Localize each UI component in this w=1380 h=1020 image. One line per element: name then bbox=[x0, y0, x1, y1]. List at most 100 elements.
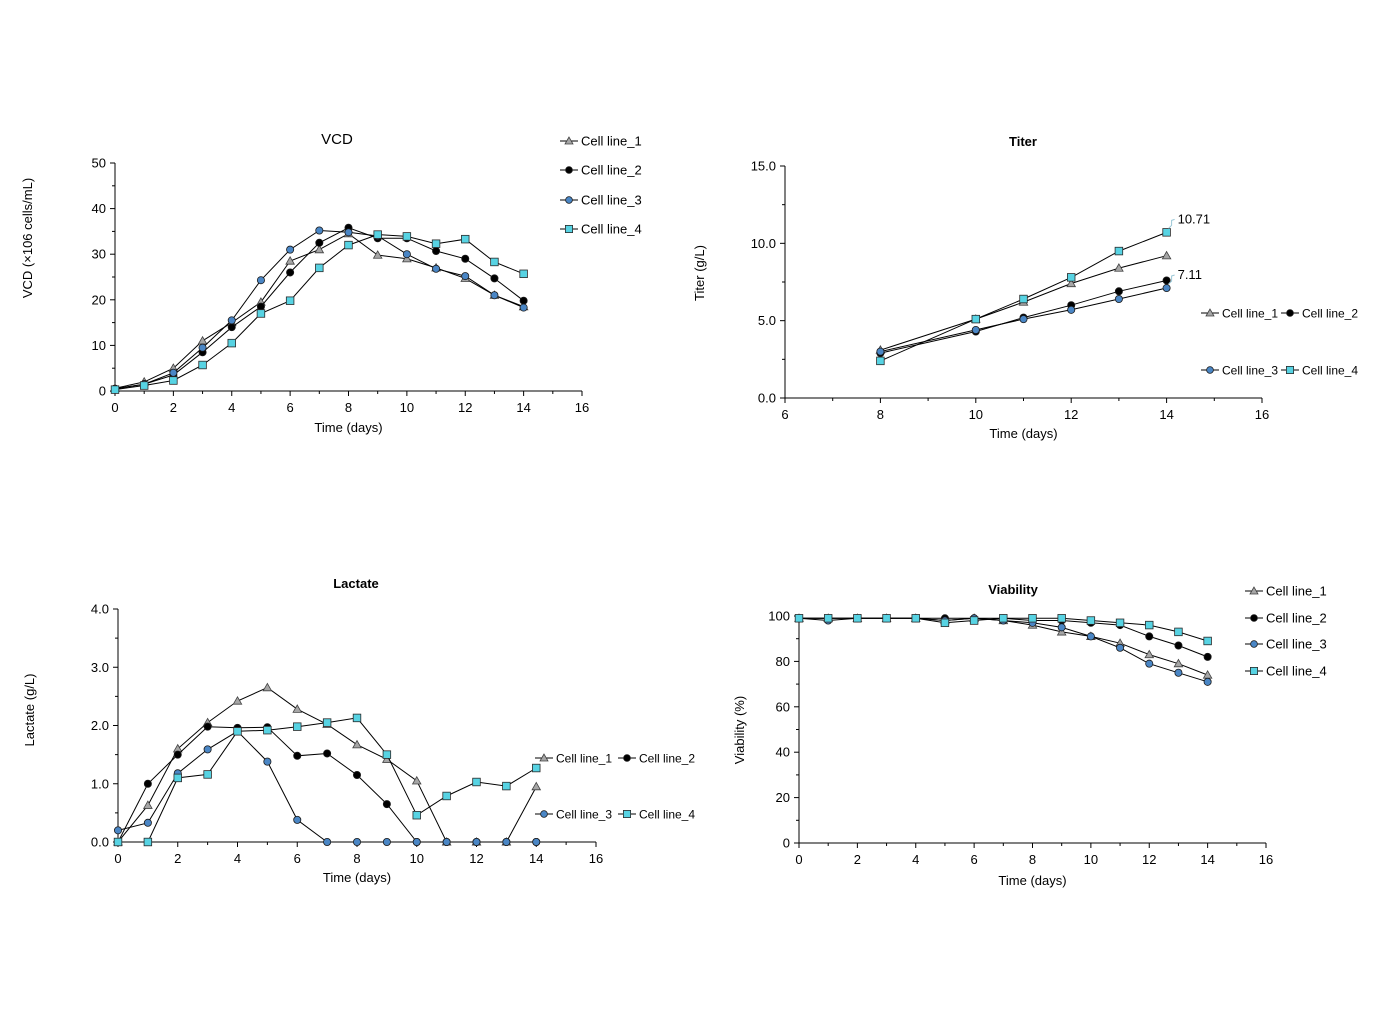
lactate-data-point bbox=[323, 749, 332, 758]
vcd-data-point bbox=[432, 264, 441, 273]
lactate-legend-item: Cell line_4 bbox=[618, 808, 695, 822]
titer-legend-marker bbox=[1206, 366, 1214, 374]
vcd-data-point bbox=[227, 338, 236, 348]
lactate-legend-marker bbox=[539, 753, 549, 762]
viability-data-point bbox=[1086, 616, 1096, 625]
titer-chart: Titer 0.0 5.0 10.0 15.0 6 8 10 12 14 16 Time (days)… bbox=[692, 134, 1358, 441]
titer-data-point bbox=[1114, 263, 1124, 272]
lactate-data-point bbox=[113, 837, 123, 847]
lactate-chart: Lactate 0.0 1.0 2.0 3.0 4.0 0 2 4 6 8 10 12 14 16 Time … bbox=[22, 576, 695, 885]
titer-legend-label: Cell line_4 bbox=[1302, 364, 1358, 378]
lactate-data-point bbox=[203, 722, 212, 731]
lactate-data-point bbox=[293, 815, 302, 824]
titer-series-4 bbox=[876, 228, 1171, 366]
viability-legend-marker bbox=[1250, 614, 1258, 622]
titer-data-label-leader bbox=[1168, 218, 1175, 229]
lactate-data-point bbox=[502, 781, 511, 791]
vcd-legend-label: Cell line_1 bbox=[581, 134, 642, 149]
vcd-data-point bbox=[315, 238, 324, 247]
lactate-legend-label: Cell line_1 bbox=[556, 752, 612, 766]
viability-data-point bbox=[853, 614, 862, 623]
lactate-legend-item: Cell line_3 bbox=[535, 808, 612, 822]
vcd-data-point bbox=[461, 234, 470, 244]
vcd-data-point bbox=[315, 226, 324, 235]
viability-data-point bbox=[1145, 659, 1154, 668]
viability-legend-marker bbox=[1250, 667, 1259, 676]
vcd-data-point bbox=[286, 245, 295, 254]
viability-data-point bbox=[1056, 626, 1067, 636]
viability-legend-item: Cell line_1 bbox=[1245, 584, 1327, 599]
lactate-data-point bbox=[292, 704, 303, 713]
titer-x-tick-label: 14 bbox=[1159, 407, 1173, 422]
lactate-x-tick-label: 6 bbox=[294, 851, 301, 866]
vcd-legend-marker bbox=[564, 136, 574, 145]
vcd-x-tick-label: 12 bbox=[458, 400, 472, 415]
viability-x-tick-label: 4 bbox=[912, 852, 919, 867]
viability-data-point bbox=[1057, 623, 1066, 632]
titer-data-label: 10.71 bbox=[1178, 211, 1211, 226]
lactate-data-point bbox=[323, 838, 332, 847]
titer-legend-marker bbox=[1286, 365, 1295, 374]
vcd-x-tick-label: 8 bbox=[345, 400, 352, 415]
viability-data-point bbox=[1145, 632, 1154, 641]
vcd-data-point bbox=[197, 335, 208, 345]
vcd-x-tick-label: 0 bbox=[111, 400, 118, 415]
lactate-data-point bbox=[502, 838, 511, 847]
vcd-chart: VCD 0 10 20 30 40 50 0 2 4 6 8 10 12 14 16 Time (days) VC… bbox=[20, 131, 642, 435]
titer-y-tick-label: 0.0 bbox=[758, 391, 776, 406]
lactate-data-point bbox=[173, 773, 182, 783]
viability-data-point bbox=[823, 614, 833, 623]
titer-series-line bbox=[880, 255, 1167, 351]
lactate-y-tick-label: 4.0 bbox=[91, 602, 109, 617]
titer-data-point bbox=[1019, 315, 1028, 324]
lactate-y-tick-label: 2.0 bbox=[91, 718, 109, 733]
lactate-legend-label: Cell line_4 bbox=[639, 808, 695, 822]
vcd-data-point bbox=[256, 309, 266, 318]
viability-data-point bbox=[1115, 618, 1125, 628]
vcd-legend-label: Cell line_4 bbox=[581, 222, 642, 237]
titer-data-point bbox=[1019, 294, 1028, 304]
titer-data-point bbox=[1114, 287, 1123, 296]
vcd-legend-item: Cell line_4 bbox=[560, 222, 642, 237]
viability-x-tick-label: 6 bbox=[971, 852, 978, 867]
titer-data-point bbox=[1161, 250, 1172, 260]
vcd-data-point bbox=[227, 323, 236, 332]
titer-data-point bbox=[876, 356, 885, 366]
viability-y-tick-label: 40 bbox=[776, 745, 790, 760]
viability-data-point bbox=[999, 614, 1008, 623]
vcd-x-tick-label: 4 bbox=[228, 400, 235, 415]
viability-x-tick-label: 2 bbox=[854, 852, 861, 867]
lactate-y-tick-label: 1.0 bbox=[91, 776, 109, 791]
lactate-data-point bbox=[412, 811, 421, 820]
vcd-data-point bbox=[373, 230, 382, 239]
viability-y-tick-label: 0 bbox=[783, 836, 790, 851]
vcd-x-tick-label: 2 bbox=[170, 400, 177, 415]
titer-legend-label: Cell line_1 bbox=[1222, 307, 1278, 321]
lactate-data-point bbox=[322, 718, 332, 727]
lactate-data-point bbox=[532, 838, 541, 847]
vcd-data-point bbox=[110, 385, 120, 394]
vcd-x-tick-label: 10 bbox=[400, 400, 414, 415]
vcd-x-tick-label: 6 bbox=[287, 400, 294, 415]
viability-data-point bbox=[1116, 643, 1125, 652]
viability-x-tick-label: 16 bbox=[1259, 852, 1273, 867]
vcd-x-axis-label: Time (days) bbox=[314, 420, 382, 435]
lactate-data-point bbox=[293, 722, 302, 731]
vcd-legend-label: Cell line_3 bbox=[581, 193, 642, 208]
viability-legend-label: Cell line_4 bbox=[1266, 664, 1327, 679]
titer-x-tick-label: 12 bbox=[1064, 407, 1078, 422]
lactate-legend-label: Cell line_2 bbox=[639, 752, 695, 766]
vcd-data-point bbox=[169, 376, 178, 385]
titer-x-tick-label: 16 bbox=[1255, 407, 1269, 422]
vcd-data-point bbox=[461, 254, 470, 263]
vcd-data-point bbox=[402, 250, 411, 259]
viability-data-point bbox=[911, 614, 920, 623]
viability-data-point bbox=[1144, 649, 1155, 659]
titer-x-axis-label: Time (days) bbox=[989, 426, 1057, 441]
viability-data-point bbox=[969, 616, 979, 625]
lactate-x-axis-label: Time (days) bbox=[323, 870, 391, 885]
viability-data-point bbox=[1174, 668, 1183, 677]
titer-data-point bbox=[1066, 278, 1077, 288]
lactate-legend-label: Cell line_3 bbox=[556, 808, 612, 822]
